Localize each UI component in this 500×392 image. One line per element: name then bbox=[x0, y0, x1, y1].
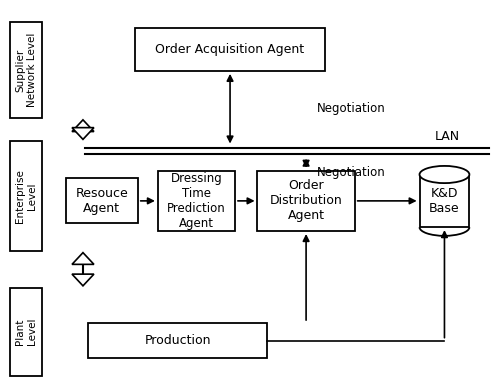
Bar bbox=[10, 22, 42, 118]
Bar bbox=[136, 28, 325, 71]
Text: Dressing
Time
Prediction
Agent: Dressing Time Prediction Agent bbox=[167, 172, 226, 230]
Text: Resouce
Agent: Resouce Agent bbox=[76, 187, 128, 215]
Bar bbox=[158, 171, 235, 231]
Text: K&D
Base: K&D Base bbox=[429, 187, 460, 215]
Polygon shape bbox=[72, 252, 94, 264]
Polygon shape bbox=[72, 120, 94, 132]
Text: Production: Production bbox=[144, 334, 211, 347]
Bar bbox=[10, 141, 42, 251]
Text: LAN: LAN bbox=[434, 130, 460, 143]
Bar bbox=[10, 288, 42, 376]
Polygon shape bbox=[72, 128, 94, 140]
Bar bbox=[258, 171, 354, 231]
Text: Enterprise
Level: Enterprise Level bbox=[15, 169, 36, 223]
Text: Supplier
Network Level: Supplier Network Level bbox=[15, 33, 36, 107]
Text: Negotiation: Negotiation bbox=[318, 166, 386, 179]
Bar bbox=[420, 174, 470, 227]
Text: Order Acquisition Agent: Order Acquisition Agent bbox=[156, 43, 304, 56]
Text: Plant
Level: Plant Level bbox=[15, 318, 36, 345]
Bar bbox=[66, 178, 138, 223]
Polygon shape bbox=[72, 274, 94, 286]
Text: Negotiation: Negotiation bbox=[318, 102, 386, 114]
Bar bbox=[88, 323, 268, 358]
Ellipse shape bbox=[420, 166, 470, 183]
Text: Order
Distribution
Agent: Order Distribution Agent bbox=[270, 180, 342, 222]
